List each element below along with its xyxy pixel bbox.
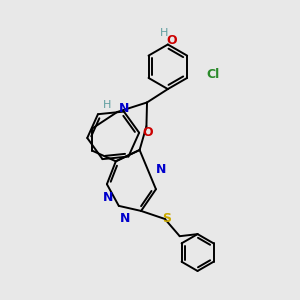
Text: N: N [156,163,166,176]
Text: N: N [119,102,129,115]
Text: O: O [142,126,153,139]
Text: H: H [103,100,111,110]
Text: O: O [166,34,177,46]
Text: H: H [160,28,169,38]
Text: N: N [103,191,113,204]
Text: S: S [162,212,171,226]
Text: Cl: Cl [206,68,220,81]
Text: N: N [119,212,130,226]
